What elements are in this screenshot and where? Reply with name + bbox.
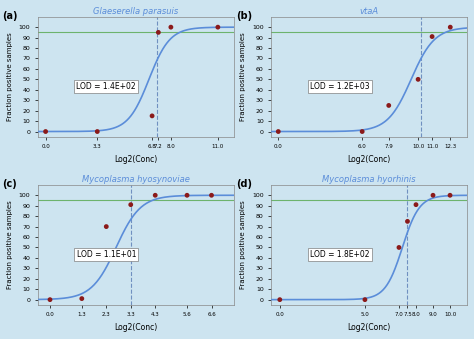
- Y-axis label: Fraction positive samples: Fraction positive samples: [7, 32, 13, 121]
- X-axis label: Log2(Conc): Log2(Conc): [114, 323, 157, 332]
- Point: [93, 129, 101, 134]
- Point: [361, 297, 369, 302]
- Text: (b): (b): [236, 11, 252, 21]
- X-axis label: Log2(Conc): Log2(Conc): [347, 323, 391, 332]
- Point: [414, 77, 422, 82]
- Point: [385, 103, 392, 108]
- X-axis label: Log2(Conc): Log2(Conc): [347, 155, 391, 164]
- Point: [167, 24, 175, 30]
- Point: [412, 202, 420, 207]
- Text: LOD = 1.8E+02: LOD = 1.8E+02: [310, 250, 370, 259]
- Title: Mycoplasma hyorhinis: Mycoplasma hyorhinis: [322, 175, 416, 184]
- Point: [214, 24, 222, 30]
- Point: [276, 297, 283, 302]
- Point: [358, 129, 366, 134]
- X-axis label: Log2(Conc): Log2(Conc): [114, 155, 157, 164]
- Point: [155, 30, 162, 35]
- Point: [127, 202, 135, 207]
- Text: LOD = 1.1E+01: LOD = 1.1E+01: [76, 250, 136, 259]
- Point: [208, 193, 215, 198]
- Point: [428, 34, 436, 39]
- Point: [78, 296, 86, 301]
- Y-axis label: Fraction positive samples: Fraction positive samples: [240, 32, 246, 121]
- Title: Glaeserella parasuis: Glaeserella parasuis: [93, 7, 178, 16]
- Text: LOD = 1.2E+03: LOD = 1.2E+03: [310, 82, 370, 91]
- Title: vtaA: vtaA: [360, 7, 379, 16]
- Point: [395, 245, 403, 250]
- Point: [183, 193, 191, 198]
- Text: LOD = 1.4E+02: LOD = 1.4E+02: [76, 82, 136, 91]
- Title: Mycoplasma hyosynoviae: Mycoplasma hyosynoviae: [82, 175, 190, 184]
- Point: [429, 193, 437, 198]
- Point: [447, 24, 454, 30]
- Point: [46, 297, 54, 302]
- Text: (c): (c): [2, 179, 17, 189]
- Point: [404, 219, 411, 224]
- Point: [148, 113, 156, 119]
- Point: [274, 129, 282, 134]
- Point: [102, 224, 110, 229]
- Point: [446, 193, 454, 198]
- Y-axis label: Fraction positive samples: Fraction positive samples: [240, 200, 246, 289]
- Y-axis label: Fraction positive samples: Fraction positive samples: [7, 200, 13, 289]
- Point: [151, 193, 159, 198]
- Text: (d): (d): [236, 179, 252, 189]
- Text: (a): (a): [2, 11, 18, 21]
- Point: [42, 129, 49, 134]
